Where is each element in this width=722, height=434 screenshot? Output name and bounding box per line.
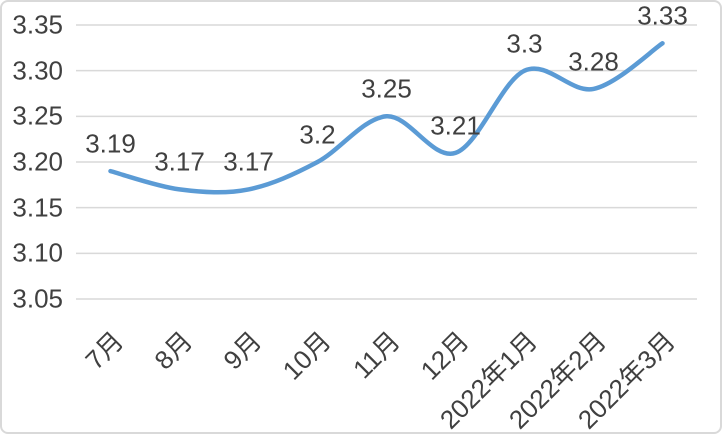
series-line xyxy=(108,41,665,195)
